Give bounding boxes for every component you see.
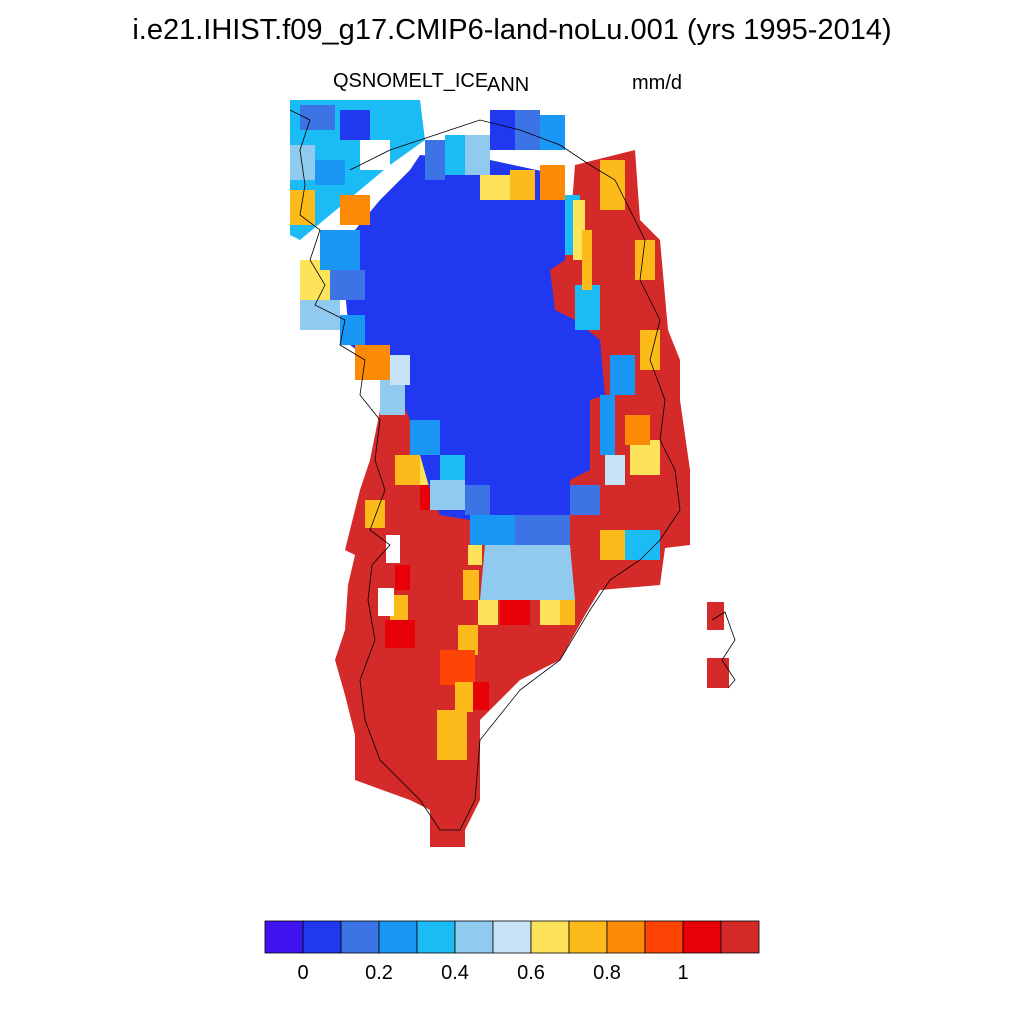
- melt-cell: [355, 345, 390, 380]
- melt-cell: [470, 515, 515, 545]
- colorbar-swatch: [720, 920, 760, 954]
- melt-cell: [600, 530, 625, 560]
- coastline-path: [711, 611, 736, 689]
- melt-cell: [635, 240, 655, 280]
- colorbar-swatch: [530, 920, 570, 954]
- melt-cell: [290, 190, 315, 225]
- melt-cell: [575, 285, 600, 330]
- melt-cell: [582, 230, 592, 290]
- colorbar-swatch: [606, 920, 646, 954]
- coastline-path: [289, 109, 681, 831]
- melt-cell: [625, 530, 660, 560]
- greenland-field: [290, 100, 729, 847]
- melt-cell: [315, 160, 345, 185]
- melt-cell: [458, 625, 478, 655]
- melt-cell: [540, 600, 560, 625]
- melt-cell: [390, 595, 408, 620]
- melt-cell: [437, 710, 467, 760]
- melt-cell: [570, 485, 600, 515]
- colorbar-tick-label: 0.8: [593, 962, 621, 984]
- melt-cell: [540, 165, 565, 200]
- colorbar-swatch: [568, 920, 608, 954]
- melt-cell: [440, 455, 465, 480]
- melt-cell: [480, 175, 510, 200]
- melt-cell: [640, 330, 660, 370]
- melt-cell: [340, 195, 370, 225]
- melt-cell: [630, 440, 660, 475]
- melt-cell: [378, 588, 394, 616]
- colorbar-swatch: [340, 920, 380, 954]
- melt-cell: [300, 300, 340, 330]
- melt-cell: [473, 682, 489, 710]
- melt-cell: [320, 230, 360, 270]
- melt-cell: [455, 682, 473, 712]
- melt-cell: [500, 600, 530, 625]
- melt-cell: [330, 270, 365, 300]
- colorbar-tick-label: 0.4: [441, 962, 469, 984]
- melt-cell: [478, 600, 498, 625]
- melt-cell: [707, 602, 724, 630]
- colorbar-tick-label: 0.2: [365, 962, 393, 984]
- melt-cell: [290, 145, 315, 180]
- melt-cell: [610, 355, 635, 395]
- colorbar-tick-label: 0: [297, 962, 309, 984]
- moderate-melt-band: [480, 545, 575, 600]
- colorbar-tick-label: 1: [677, 962, 689, 984]
- melt-cell: [395, 565, 410, 590]
- colorbar-swatch: [378, 920, 418, 954]
- colorbar-swatch: [264, 920, 304, 954]
- melt-cell: [425, 140, 445, 180]
- colorbar-tick-label: 0.6: [517, 962, 545, 984]
- melt-cell: [515, 515, 570, 545]
- units-label: mm/d: [632, 72, 682, 94]
- variable-label: QSNOMELT_ICE: [333, 70, 489, 92]
- melt-cell: [440, 650, 475, 685]
- melt-cell: [340, 110, 370, 140]
- plot-title: i.e21.IHIST.f09_g17.CMIP6-land-noLu.001 …: [132, 14, 892, 46]
- colorbar-swatch: [416, 920, 456, 954]
- melt-cell: [386, 535, 400, 563]
- melt-cell: [365, 500, 385, 528]
- melt-cell: [490, 110, 515, 150]
- melt-cell: [465, 135, 490, 175]
- melt-cell: [390, 355, 410, 385]
- colorbar: [264, 920, 760, 954]
- colorbar-swatch: [682, 920, 722, 954]
- melt-cell: [385, 620, 415, 648]
- melt-cell: [605, 455, 625, 485]
- colorbar-swatch: [644, 920, 684, 954]
- low-melt-ice-sheet: [345, 155, 605, 520]
- melt-cell: [540, 115, 565, 150]
- melt-cell: [465, 485, 490, 515]
- colorbar-swatch: [492, 920, 532, 954]
- melt-cell: [600, 160, 625, 210]
- season-label: ANN: [487, 74, 530, 96]
- melt-cell: [445, 135, 465, 175]
- northwest-coastal-band: [290, 100, 425, 240]
- melt-cell: [560, 600, 575, 625]
- melt-cell: [463, 570, 479, 600]
- melt-cell: [430, 480, 465, 510]
- coastline: [289, 109, 736, 831]
- colorbar-swatch: [454, 920, 494, 954]
- colorbar-swatch: [302, 920, 342, 954]
- melt-cell: [395, 455, 420, 485]
- melt-cell: [410, 420, 440, 455]
- melt-cell: [360, 140, 390, 170]
- melt-cell: [600, 395, 615, 455]
- melt-cell: [625, 415, 650, 445]
- melt-cell: [468, 545, 482, 565]
- melt-cell: [510, 170, 535, 200]
- melt-cell: [707, 658, 729, 688]
- melt-cell: [380, 380, 405, 415]
